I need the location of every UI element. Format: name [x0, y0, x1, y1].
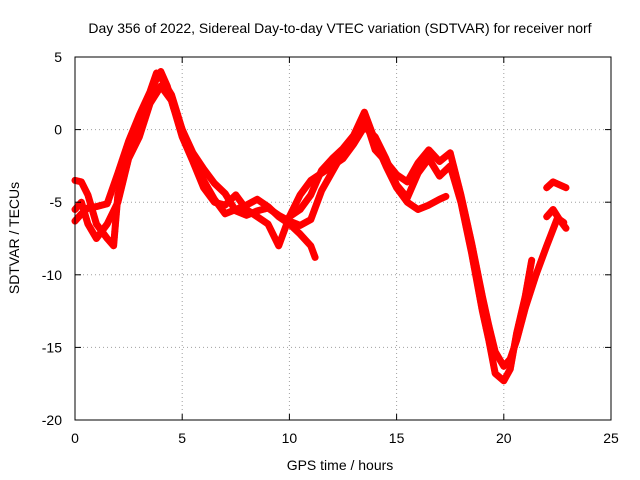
x-tick-label: 25 — [603, 430, 619, 446]
x-tick-label: 10 — [282, 430, 298, 446]
x-axis-label: GPS time / hours — [287, 457, 394, 473]
plus-markers — [285, 108, 448, 221]
x-tick-label: 5 — [178, 430, 186, 446]
y-tick-label: -10 — [42, 267, 62, 283]
series-layer — [71, 68, 570, 385]
x-tick-label: 15 — [389, 430, 405, 446]
x-tick-label: 0 — [71, 430, 79, 446]
series-track-f — [543, 206, 570, 232]
y-tick-label: 5 — [54, 49, 62, 65]
plus-markers — [543, 206, 568, 230]
y-tick-label: -15 — [42, 339, 62, 355]
x-tick-label: 20 — [496, 430, 512, 446]
series-track-e — [543, 178, 570, 192]
axis-ticks: 0 5 10 15 20 25 5 0 -5 -10 -15 -20 — [42, 49, 619, 446]
y-tick-label: -5 — [50, 194, 63, 210]
plot-frame — [74, 56, 612, 421]
grid — [75, 57, 611, 420]
y-axis-label: SDTVAR / TECUs — [6, 182, 22, 294]
series-track-d — [285, 108, 450, 221]
plus-markers — [543, 178, 568, 192]
y-tick-label: 0 — [54, 122, 62, 138]
y-tick-label: -20 — [42, 412, 62, 428]
chart-title: Day 356 of 2022, Sidereal Day-to-day VTE… — [88, 20, 591, 36]
